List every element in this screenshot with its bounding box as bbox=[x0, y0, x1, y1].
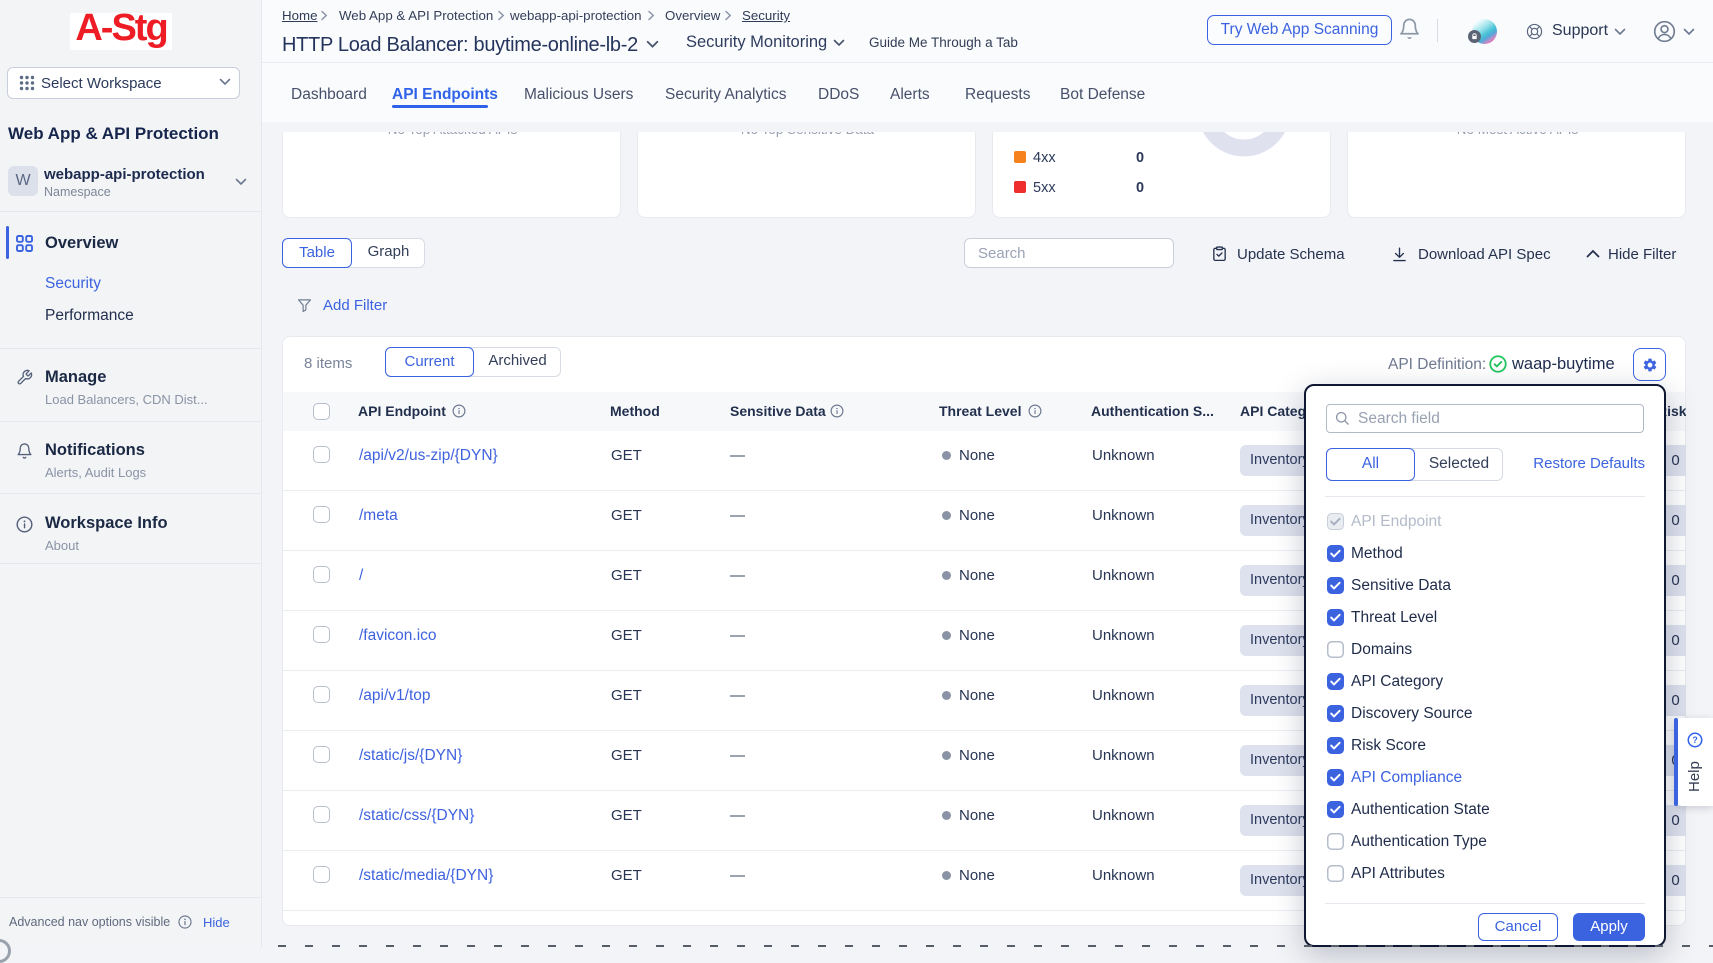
svg-text:?: ? bbox=[1692, 735, 1697, 745]
